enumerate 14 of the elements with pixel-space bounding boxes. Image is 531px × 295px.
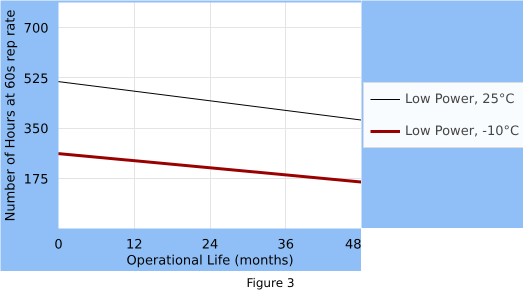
x-tick-label: 12	[126, 238, 143, 252]
y-axis-title: Number of Hours at 60s rep rate	[4, 10, 19, 222]
x-tick-label: 24	[202, 238, 218, 252]
caption: Figure 3	[246, 275, 295, 292]
y-tick-label: 175	[24, 172, 49, 188]
y-tick-label: 350	[24, 122, 49, 138]
legend-label: Low Power, 25°C	[405, 92, 514, 106]
x-tick-label: 48	[344, 238, 362, 252]
x-tick-label: 0	[54, 238, 63, 252]
x-tick-label: 36	[277, 238, 294, 252]
legend-label: Low Power, -10°C	[405, 124, 520, 138]
x-axis-title: Operational Life (months)	[126, 254, 294, 268]
y-tick-label: 700	[24, 22, 49, 37]
y-tick-label: 525	[24, 72, 49, 87]
